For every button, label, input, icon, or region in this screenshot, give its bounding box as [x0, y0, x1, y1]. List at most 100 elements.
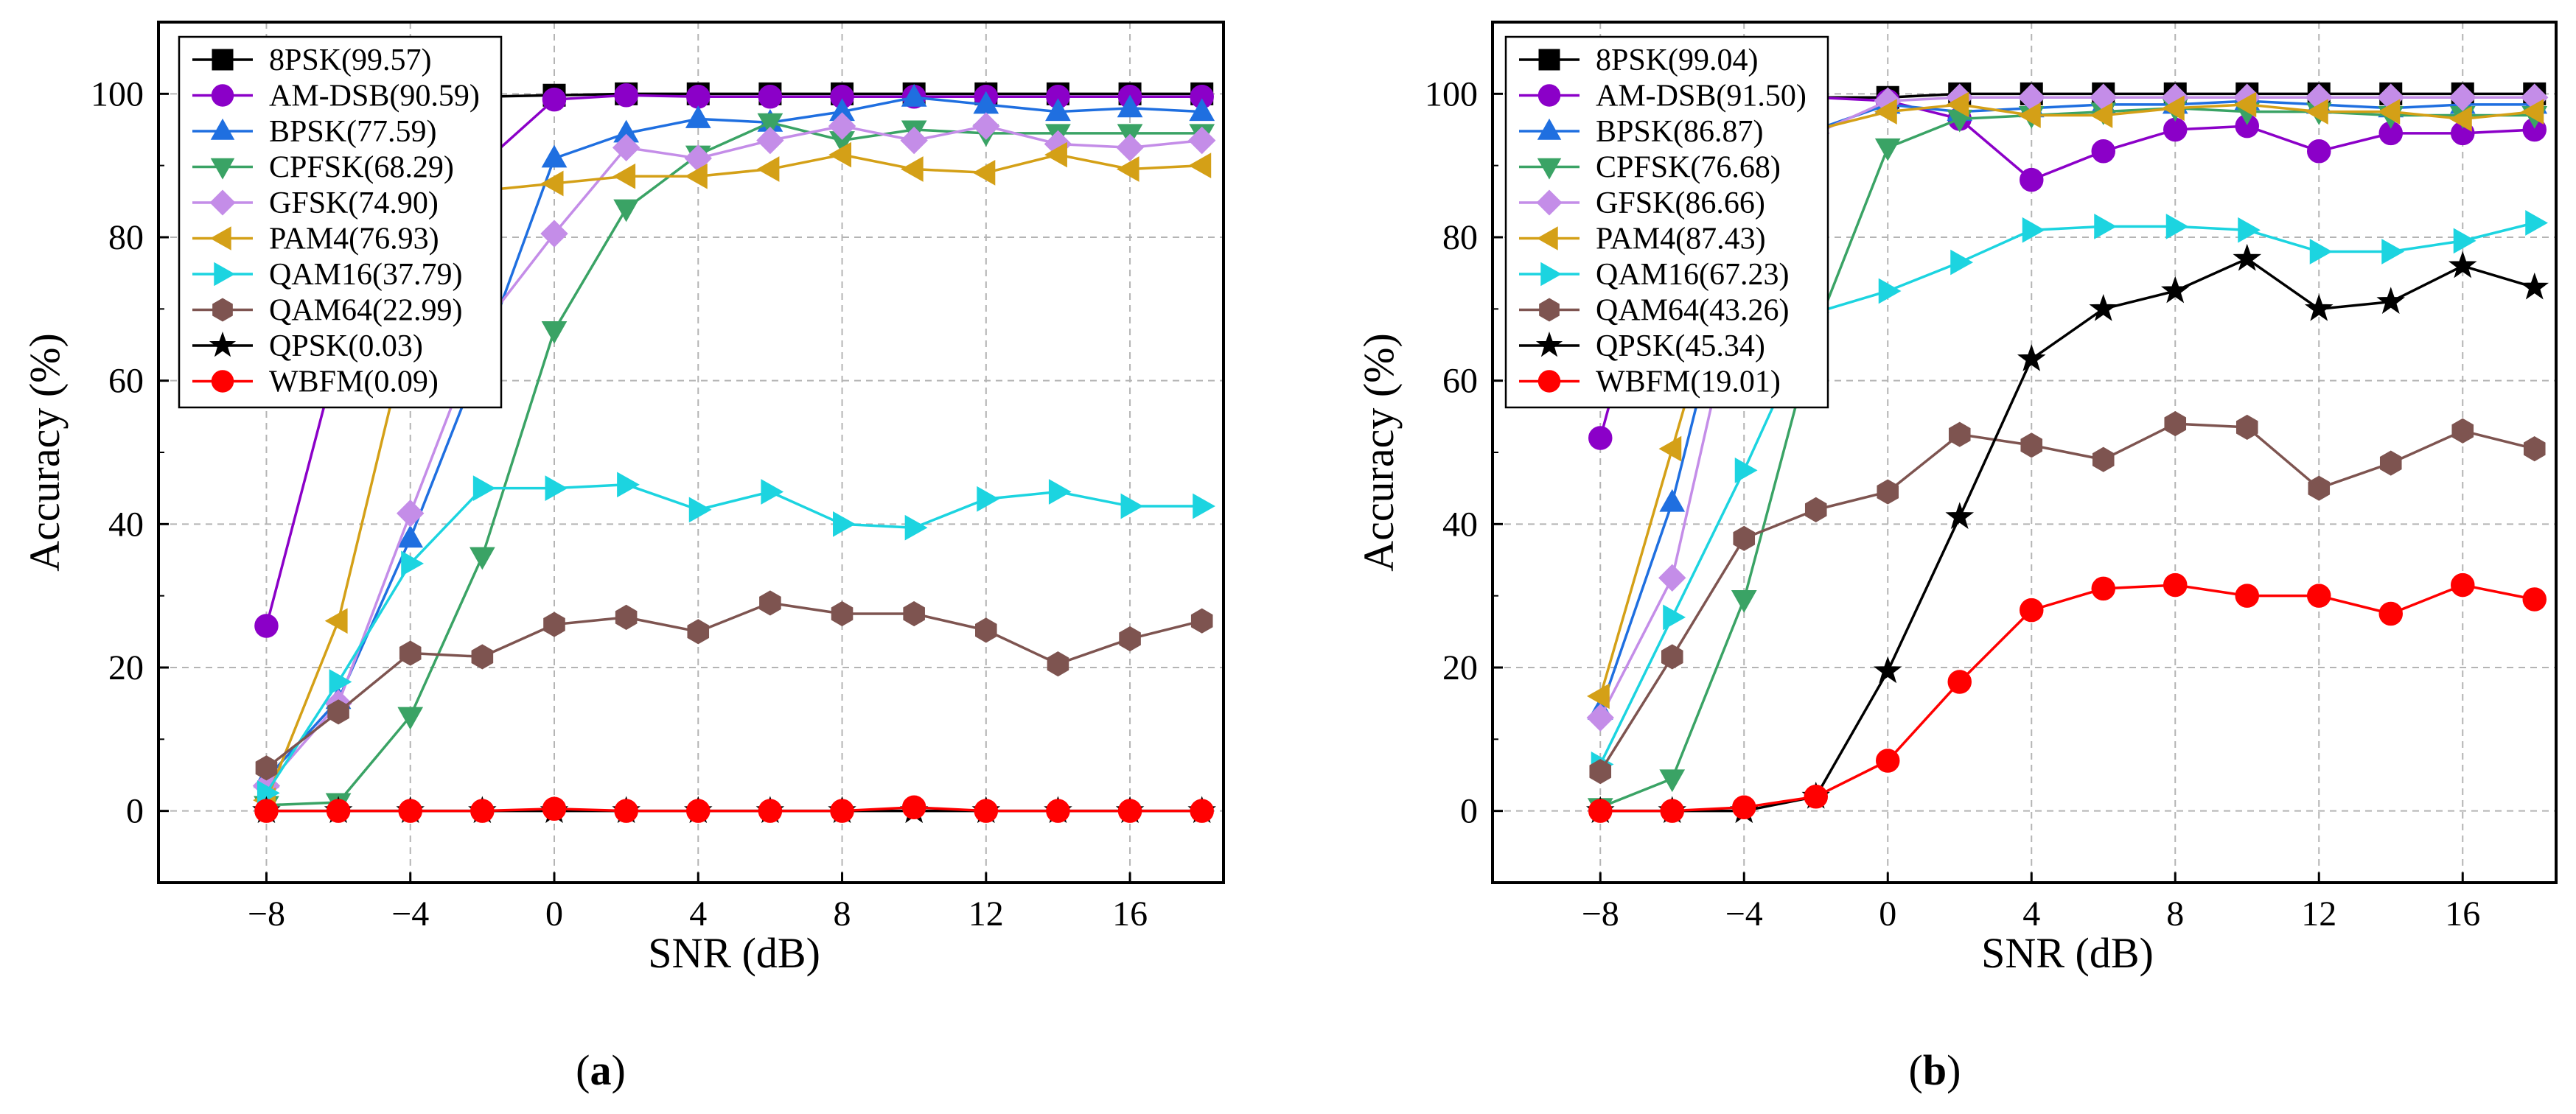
data-point: [977, 486, 1000, 512]
series-line: [265, 125, 1202, 787]
data-point: [2020, 167, 2044, 192]
legend-marker: [211, 370, 234, 393]
data-point: [972, 160, 996, 186]
data-point: [2020, 598, 2044, 623]
legend-marker: [209, 226, 231, 251]
data-point: [2308, 475, 2331, 501]
data-point: [2020, 432, 2043, 458]
data-point: [2163, 572, 2188, 598]
x-axis-label: SNR (dB): [1981, 929, 2154, 977]
data-point: [2523, 436, 2546, 462]
panel-caption: (b): [1909, 1046, 1961, 1094]
data-point: [2092, 446, 2115, 472]
legend-label: QAM64(43.26): [1596, 294, 1789, 328]
legend-marker: [1536, 226, 1558, 251]
y-tick-label: 60: [1442, 362, 1478, 401]
legend-item: 8PSK(99.57): [192, 43, 432, 77]
x-tick-label: 12: [968, 894, 1004, 933]
data-point: [2307, 584, 2331, 608]
data-point: [2094, 214, 2118, 239]
data-point: [401, 550, 424, 577]
x-tick-label: 8: [2166, 894, 2184, 933]
data-point: [1117, 799, 1142, 823]
data-point: [2091, 139, 2115, 164]
legend-item: QPSK(0.03): [192, 329, 423, 363]
series-line: [265, 483, 1202, 794]
data-point: [828, 141, 852, 168]
data-point: [830, 799, 854, 823]
data-point: [975, 617, 997, 643]
data-point: [828, 112, 856, 140]
series-QPSK(0.03): [252, 796, 1216, 824]
legend-item: GFSK(74.90): [192, 186, 439, 220]
data-point: [255, 755, 278, 781]
data-point: [1945, 502, 1975, 530]
legend-item: AM-DSB(91.50): [1519, 80, 1807, 113]
data-point: [543, 612, 565, 637]
data-point: [756, 156, 780, 182]
chart-panel-b: −8 −4 0 4 8 12 16 0 20 40 60 80 100 SNR (dB) Accuracy …: [1355, 21, 2558, 1094]
data-point: [2235, 584, 2259, 608]
data-point: [472, 475, 496, 502]
data-point: [1663, 604, 1686, 631]
y-tick-label: 60: [108, 362, 144, 401]
series-line: [265, 601, 1203, 769]
data-point: [1046, 799, 1070, 823]
data-point: [903, 600, 925, 627]
legend-label: AM-DSB(91.50): [1596, 80, 1807, 113]
y-axis-label: Accuracy (%): [1355, 333, 1403, 572]
legend-label: CPFSK(68.29): [269, 151, 454, 185]
data-point: [1734, 457, 1758, 483]
data-point: [329, 669, 352, 695]
y-tick-label: 80: [1442, 218, 1478, 257]
data-point: [324, 608, 348, 634]
data-point: [540, 220, 568, 248]
data-point: [2448, 106, 2472, 132]
legend-label: 8PSK(99.04): [1596, 43, 1759, 77]
data-point: [1586, 683, 1610, 710]
series-line: [1599, 221, 2535, 766]
legend-marker: [214, 262, 236, 287]
data-point: [397, 707, 424, 730]
data-point: [904, 514, 928, 541]
legend-item: WBFM(0.09): [192, 365, 439, 399]
data-point: [2451, 418, 2474, 444]
data-point: [613, 199, 639, 223]
legend-marker: [209, 189, 236, 216]
data-point: [541, 144, 568, 168]
x-tick-label: −4: [1725, 894, 1763, 933]
data-point: [1189, 98, 1215, 122]
data-point: [2448, 83, 2476, 111]
data-point: [1588, 426, 1613, 450]
x-tick-label: 16: [1112, 894, 1148, 933]
data-point: [471, 644, 494, 670]
data-point: [2525, 210, 2549, 236]
data-point: [612, 163, 636, 189]
x-tick-label: −4: [391, 894, 429, 933]
data-point: [1946, 91, 1969, 118]
x-tick-label: 8: [834, 894, 851, 933]
data-point: [1190, 799, 1214, 823]
legend-item: BPSK(86.87): [1519, 115, 1764, 149]
data-point: [614, 83, 638, 108]
data-point: [545, 475, 568, 502]
data-point: [1876, 749, 1900, 773]
data-point: [1733, 525, 1756, 551]
data-point: [688, 497, 712, 523]
data-point: [2520, 272, 2549, 300]
data-point: [974, 799, 999, 823]
data-point: [614, 799, 638, 823]
series-line: [266, 806, 1202, 813]
data-point: [2017, 344, 2046, 371]
legend-marker: [209, 331, 237, 357]
x-tick-label: −8: [248, 894, 285, 933]
data-point: [2235, 414, 2258, 441]
data-point: [2089, 294, 2118, 321]
data-point: [1047, 651, 1069, 677]
legend-item: QAM16(37.79): [192, 258, 462, 292]
legend-label: WBFM(19.01): [1596, 365, 1781, 399]
data-point: [399, 640, 422, 666]
data-point: [256, 780, 280, 806]
data-point: [470, 799, 495, 823]
